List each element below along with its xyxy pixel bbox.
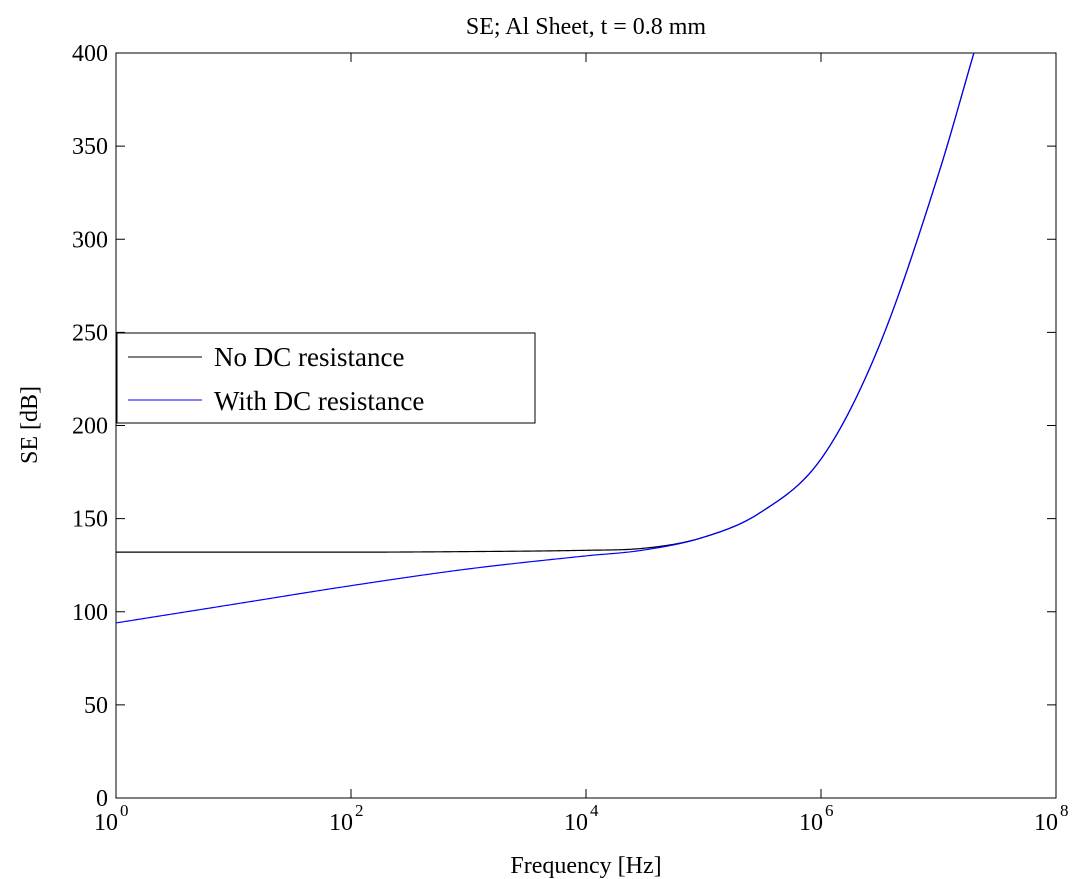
x-tick-label-exponent: 6 — [825, 801, 834, 820]
y-axis-label: SE [dB] — [17, 386, 43, 464]
x-tick-label-exponent: 0 — [120, 801, 129, 820]
x-axis: 10 0 10 2 10 4 10 6 10 8 — [94, 53, 1069, 836]
legend-box — [116, 332, 536, 424]
y-tick-label: 300 — [72, 227, 108, 253]
y-tick-label: 50 — [84, 693, 108, 719]
x-tick-label-base: 10 — [329, 810, 353, 836]
y-axis: 0 50 100 150 200 250 300 350 400 — [72, 41, 1056, 812]
legend-label-no-dc: No DC resistance — [214, 342, 404, 372]
x-tick-label-base: 10 — [799, 810, 823, 836]
x-tick-label-base: 10 — [564, 810, 588, 836]
chart-title: SE; Al Sheet, t = 0.8 mm — [466, 14, 707, 40]
x-tick-label-exponent: 4 — [590, 801, 599, 820]
y-tick-label: 200 — [72, 414, 108, 440]
y-tick-label: 400 — [72, 41, 108, 67]
y-tick-label: 250 — [72, 320, 108, 346]
x-tick-label-exponent: 8 — [1060, 801, 1069, 820]
legend: No DC resistance With DC resistance — [116, 332, 536, 424]
x-axis-label: Frequency [Hz] — [510, 853, 661, 879]
series-layer — [115, 52, 975, 624]
y-tick-label: 0 — [96, 786, 108, 812]
y-tick-label: 150 — [72, 507, 108, 533]
series-line-1 — [115, 52, 975, 624]
x-tick-label-base: 10 — [1034, 810, 1058, 836]
x-tick-label-exponent: 2 — [355, 801, 364, 820]
y-tick-label: 350 — [72, 134, 108, 160]
legend-label-with-dc: With DC resistance — [214, 386, 424, 416]
y-tick-label: 100 — [72, 600, 108, 626]
x-tick-label-base: 10 — [94, 810, 118, 836]
